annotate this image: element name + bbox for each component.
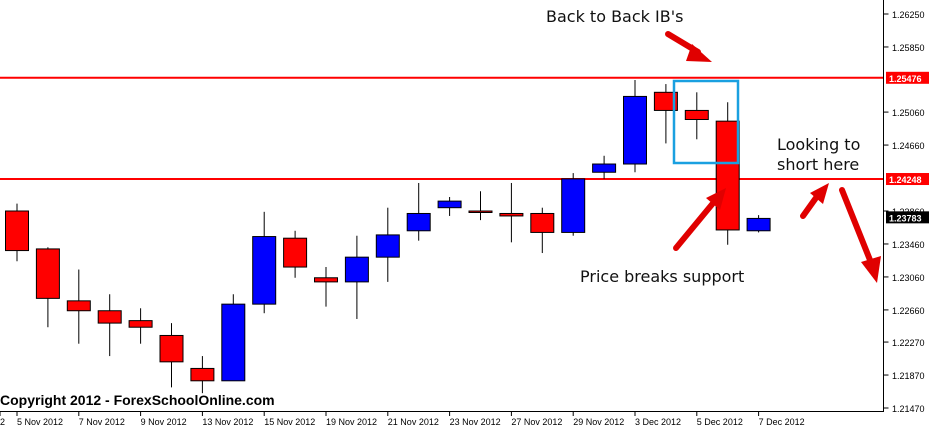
candle	[592, 155, 617, 179]
arrow-short-entry	[800, 192, 821, 219]
candle-body	[221, 303, 246, 382]
copyright-text: Copyright 2012 - ForexSchoolOnline.com	[0, 392, 275, 408]
candle	[406, 182, 431, 241]
x-tick-label: 19 Nov 2012	[326, 417, 377, 427]
x-tick-label: 21 Nov 2012	[388, 417, 439, 427]
candle	[375, 207, 400, 282]
candle	[468, 191, 493, 221]
candle	[128, 308, 153, 344]
x-tick-label: 13 Nov 2012	[202, 417, 253, 427]
candle-body	[97, 310, 122, 324]
candle-body	[592, 163, 617, 173]
candle	[252, 211, 277, 314]
candle	[437, 196, 462, 216]
candle	[530, 207, 555, 254]
support-price-tag: 1.24248	[889, 175, 922, 185]
candle	[221, 294, 246, 382]
arrow-short-entry-head	[810, 183, 829, 204]
candle-body	[530, 212, 555, 233]
current-price-tag: 1.23783	[889, 213, 922, 223]
candle-body	[653, 91, 678, 111]
candles-layer	[5, 79, 771, 394]
candle	[715, 102, 740, 245]
candle-body	[499, 212, 524, 217]
x-tick-label: 15 Nov 2012	[264, 417, 315, 427]
candle-body	[437, 200, 462, 209]
current-price-tag-bg	[886, 211, 929, 224]
candle-body	[344, 256, 369, 283]
levels-layer	[0, 76, 884, 181]
resistance-price-tag: 1.25476	[889, 74, 922, 84]
candle-body	[283, 237, 308, 268]
arrow-short-target-head	[861, 256, 881, 283]
annotation-price-breaks: Price breaks support	[580, 267, 745, 286]
y-tick-label: 1.26250	[892, 10, 925, 20]
candle	[746, 215, 771, 233]
y-tick-label: 1.22270	[892, 338, 925, 348]
candle-body	[35, 248, 60, 299]
y-tick-label: 1.21470	[892, 404, 925, 414]
x-tick-label: 5 Dec 2012	[697, 417, 743, 427]
candle-body	[159, 334, 184, 363]
annotation-arrows	[665, 31, 881, 283]
candle	[35, 247, 60, 328]
candle	[283, 230, 308, 278]
y-tick-label: 1.23460	[892, 240, 925, 250]
candle-body	[623, 95, 647, 165]
x-tick-label: 5 Nov 2012	[17, 417, 63, 427]
candle-body	[406, 212, 431, 232]
candle-body	[314, 277, 338, 283]
candle-body	[5, 210, 29, 252]
candle-body	[746, 217, 771, 232]
x-tick-label: 29 Nov 2012	[573, 417, 624, 427]
candle	[499, 182, 524, 243]
inside-bars-box	[672, 79, 740, 165]
candle-body	[128, 320, 153, 328]
candle	[66, 269, 91, 344]
x-tick-label: 9 Nov 2012	[141, 417, 187, 427]
annotation-looking-line1: Looking to	[777, 135, 861, 154]
x-tick-label: 3 Dec 2012	[635, 417, 681, 427]
x-tick-label: 7 Dec 2012	[759, 417, 805, 427]
candle	[190, 356, 215, 394]
candle-body	[66, 300, 91, 312]
price-axis: 1.262501.258501.250601.246601.238601.234…	[0, 0, 929, 414]
x-tick-label: 23 Nov 2012	[450, 417, 501, 427]
y-tick-label: 1.22660	[892, 306, 925, 316]
x-tick-label: 7 Nov 2012	[79, 417, 125, 427]
candle	[314, 267, 338, 307]
candle	[97, 294, 122, 357]
candle-body	[684, 109, 709, 121]
candle	[159, 323, 184, 388]
arrow-support-break	[673, 199, 717, 251]
candle-body	[715, 120, 740, 231]
candle	[561, 173, 586, 236]
candle	[684, 92, 709, 140]
candle-body	[252, 236, 277, 305]
y-tick-label: 1.21870	[892, 371, 925, 381]
y-tick-label: 1.24660	[892, 141, 925, 151]
y-tick-label: 1.23060	[892, 273, 925, 283]
arrow-to-ib-box-head	[686, 44, 712, 62]
arrow-support-break-head	[706, 188, 726, 210]
y-tick-label: 1.25060	[892, 108, 925, 118]
x-tick-label: 2	[0, 417, 5, 427]
arrow-short-target	[839, 187, 873, 263]
x-tick-label: 27 Nov 2012	[511, 417, 562, 427]
annotation-looking-line2: short here	[777, 155, 860, 174]
candle-body	[375, 234, 400, 258]
candle	[653, 84, 678, 144]
time-axis: 2 5 Nov 2012 7 Nov 2012 9 Nov 2012 13 Nov 20…	[0, 411, 805, 427]
candle-body	[561, 178, 586, 233]
candle	[623, 79, 647, 173]
y-tick-label: 1.25850	[892, 43, 925, 53]
resistance-price-tag-bg	[886, 71, 929, 84]
candle	[344, 235, 369, 319]
candle-body	[468, 210, 493, 213]
candle-body	[190, 367, 215, 382]
candle	[5, 203, 29, 262]
annotation-inside-bars: Back to Back IB's	[546, 7, 684, 26]
support-price-tag-bg	[886, 173, 929, 186]
